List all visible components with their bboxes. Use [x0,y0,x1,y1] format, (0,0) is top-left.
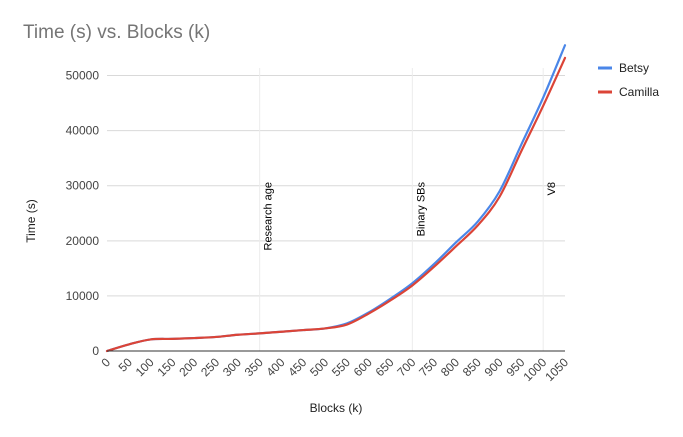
y-axis-title: Time (s) [24,199,38,243]
legend-label: Camilla [619,85,659,99]
x-tick-label: 0 [98,355,113,370]
y-tick-label: 0 [92,344,99,358]
x-tick-label: 100 [133,355,157,379]
x-tick-label: 750 [416,355,440,379]
legend: Betsy Camilla [598,61,659,99]
y-tick-label: 20000 [66,234,100,248]
grid-layer [107,75,565,297]
x-tick-label: 150 [154,355,178,379]
series-line-1 [105,44,567,353]
x-tick-label: 350 [242,355,266,379]
x-tick-label: 300 [220,355,244,379]
x-tick-label: 450 [285,355,309,379]
y-tick-label: 10000 [66,289,100,303]
x-axis-title: Blocks (k) [310,401,363,415]
x-tick-label: 550 [329,355,353,379]
y-tick-label: 50000 [66,69,100,83]
x-tick-label: 800 [438,355,462,379]
annotation-label: Research age [263,182,275,251]
y-tick-label: 30000 [66,179,100,193]
annotation-layer: Research age Binary SBs V8 [259,68,558,351]
x-tick-label: 500 [307,355,331,379]
x-tick-label: 1050 [542,355,571,384]
x-tick-label: 700 [394,355,418,379]
x-tick-label: 50 [116,355,136,375]
annotation-label: V8 [546,182,558,195]
x-tick-label: 600 [351,355,375,379]
y-tick-label: 40000 [66,124,100,138]
chart-title: Time (s) vs. Blocks (k) [23,22,211,43]
x-tick-label: 900 [482,355,506,379]
legend-label: Betsy [619,61,649,75]
x-tick-label: 200 [176,355,200,379]
x-tick-label: 650 [373,355,397,379]
x-tick-label: 250 [198,355,222,379]
series-layer [105,44,567,353]
annotation-label: Binary SBs [415,182,427,237]
series-line-2 [105,56,567,353]
x-tick-label: 1000 [521,355,550,384]
x-tick-label: 850 [460,355,484,379]
x-tick-label: 400 [264,355,288,379]
